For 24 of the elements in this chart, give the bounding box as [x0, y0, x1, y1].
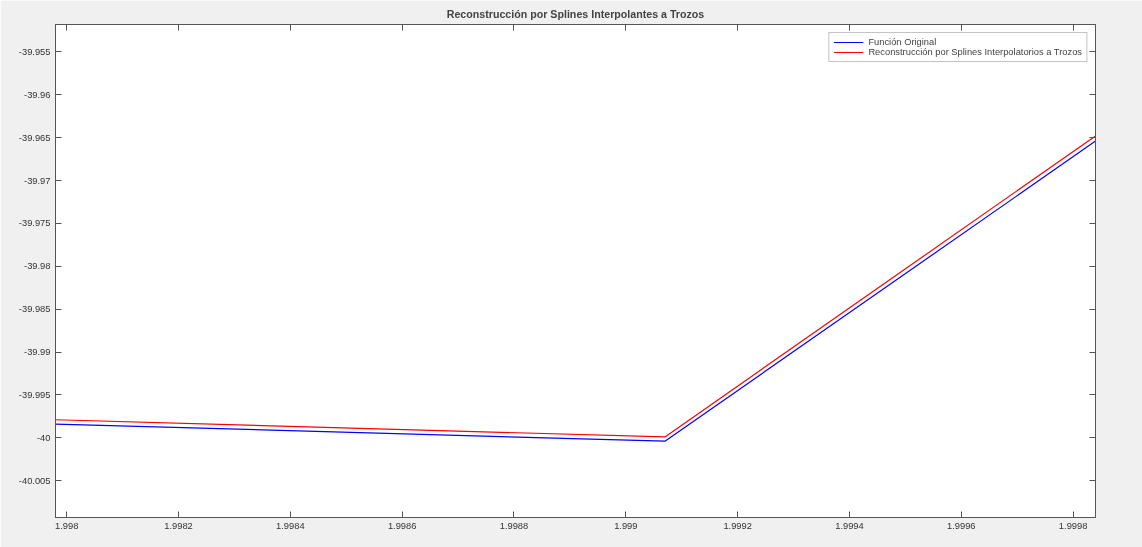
y-tick-label: -39.98 [24, 261, 51, 272]
x-tick-label: 1.998 [55, 520, 79, 531]
y-tick-label: -39.985 [18, 304, 51, 315]
x-tick-label: 1.9986 [387, 520, 417, 531]
y-tick-label: -39.955 [18, 46, 51, 57]
x-tick-label: 1.9988 [499, 520, 529, 531]
y-tick-label: -39.965 [18, 132, 51, 143]
x-tick-label: 1.9992 [723, 520, 752, 531]
y-tick-label: -39.995 [18, 389, 51, 400]
x-tick-label: 1.9984 [276, 520, 305, 531]
chart-title: Reconstrucción por Splines Interpolantes a Trozos [446, 7, 705, 20]
x-tick-label: 1.999 [614, 520, 638, 531]
y-tick-label: -39.97 [24, 175, 51, 186]
y-tick-label: -39.99 [24, 347, 51, 358]
x-tick-label: 1.9982 [164, 520, 193, 531]
y-tick-label: -40.005 [18, 475, 51, 486]
y-tick-label: -39.96 [24, 89, 51, 100]
y-tick-label: -40 [37, 432, 51, 443]
x-tick-label: 1.9996 [947, 520, 976, 531]
legend-label: Función Original [868, 37, 937, 47]
y-tick-label: -39.975 [18, 218, 51, 229]
x-tick-label: 1.9994 [835, 520, 864, 531]
x-tick-label: 1.9998 [1058, 520, 1088, 531]
legend-label: Reconstrucción por Splines Interpolatorios a Trozos [868, 47, 1082, 57]
